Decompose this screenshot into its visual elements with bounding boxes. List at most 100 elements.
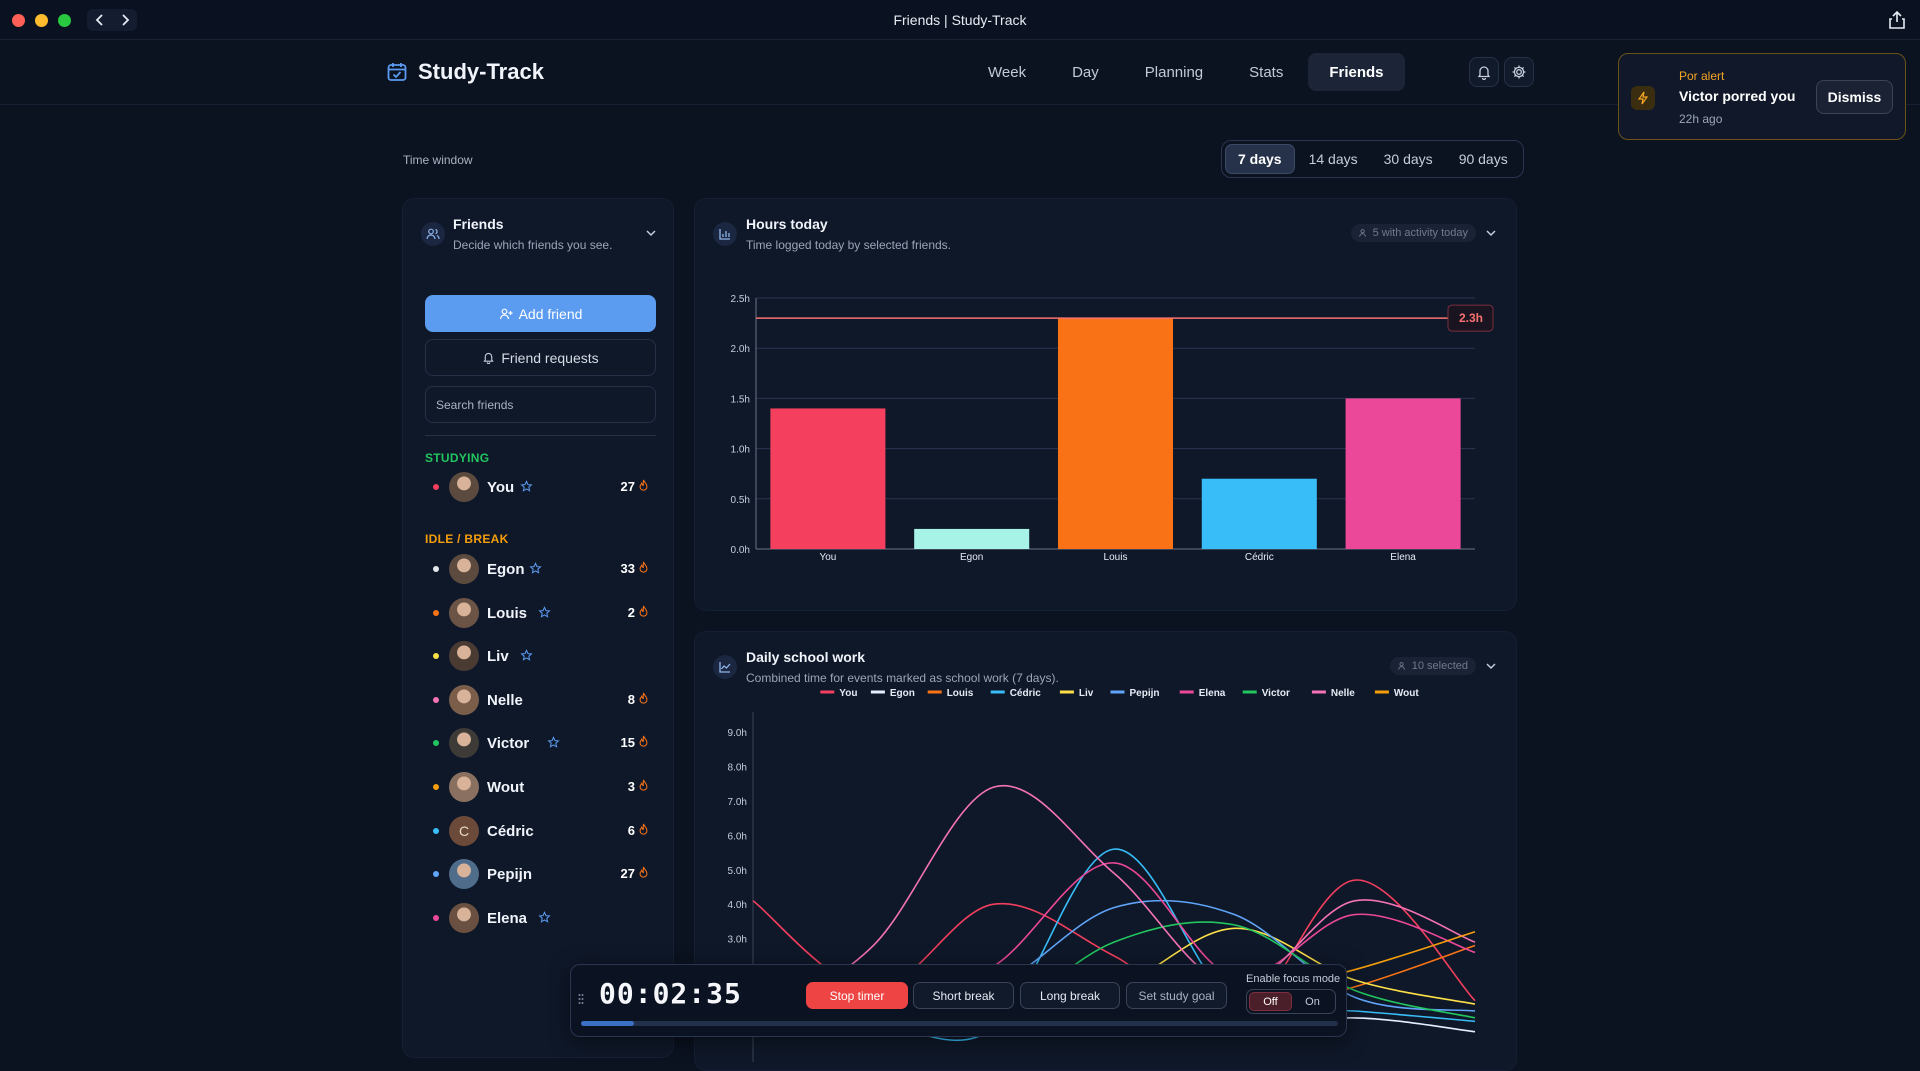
y-tick-label: 2.0h xyxy=(731,344,750,355)
studying-section-label: STUDYING xyxy=(425,451,490,465)
tab-day[interactable]: Day xyxy=(1072,63,1099,81)
time-window-7-days[interactable]: 7 days xyxy=(1225,144,1295,174)
avatar xyxy=(449,597,479,628)
legend-label[interactable]: Pepijn xyxy=(1130,688,1160,699)
long-break-button[interactable]: Long break xyxy=(1020,982,1120,1009)
tab-week[interactable]: Week xyxy=(988,63,1027,81)
legend-label[interactable]: Liv xyxy=(1079,688,1094,699)
star-icon[interactable] xyxy=(529,562,542,575)
star-icon[interactable] xyxy=(520,649,533,662)
avatar xyxy=(449,859,479,890)
friend-name: Elena xyxy=(487,909,528,927)
time-window-14-days[interactable]: 14 days xyxy=(1308,151,1358,167)
friend-row[interactable]: Egon 33 xyxy=(425,551,656,587)
friend-row[interactable]: Louis 2 xyxy=(425,595,656,631)
y-tick-label: 8.0h xyxy=(728,762,747,773)
legend-label[interactable]: You xyxy=(839,688,857,699)
star-icon[interactable] xyxy=(520,480,533,493)
tab-stats[interactable]: Stats xyxy=(1249,63,1284,81)
friend-row[interactable]: Wout 3 xyxy=(425,769,656,805)
set-study-goal-button[interactable]: Set study goal xyxy=(1126,982,1227,1009)
tab-planning[interactable]: Planning xyxy=(1144,63,1204,81)
chevron-down-icon[interactable] xyxy=(644,226,658,240)
notifications-button[interactable] xyxy=(1469,57,1499,87)
legend-label[interactable]: Egon xyxy=(890,688,915,699)
series-line[interactable] xyxy=(752,784,1476,1026)
window-titlebar: Friends | Study-Track xyxy=(0,0,1920,40)
focus-on-option[interactable]: On xyxy=(1305,995,1320,1008)
users-icon xyxy=(1358,229,1366,237)
friends-panel: Friends Decide which friends you see. Ad… xyxy=(402,198,674,1058)
time-window-90-days[interactable]: 90 days xyxy=(1458,151,1508,167)
chevron-down-icon[interactable] xyxy=(1484,226,1498,240)
brand[interactable]: Study-Track xyxy=(386,59,544,85)
short-break-button[interactable]: Short break xyxy=(913,982,1014,1009)
lightning-icon xyxy=(1631,86,1655,110)
streak-value: 27 xyxy=(620,866,635,882)
legend-label[interactable]: Nelle xyxy=(1331,688,1355,699)
share-icon[interactable] xyxy=(1886,9,1908,31)
time-window-selector: 7 days 14 days 30 days 90 days xyxy=(1221,140,1524,178)
star-icon[interactable] xyxy=(538,910,551,924)
legend-label[interactable]: Cédric xyxy=(1010,688,1042,699)
bar[interactable] xyxy=(1201,478,1317,549)
flame-icon xyxy=(639,735,648,750)
activity-badge[interactable]: 5 with activity today xyxy=(1350,224,1476,242)
close-window-button[interactable] xyxy=(12,14,25,27)
forward-icon[interactable] xyxy=(112,9,137,31)
settings-button[interactable] xyxy=(1504,57,1534,87)
friend-name: Victor xyxy=(487,735,530,753)
legend-label[interactable]: Louis xyxy=(947,688,974,699)
bar[interactable] xyxy=(1345,398,1461,549)
friend-row[interactable]: Victor 15 xyxy=(425,725,656,761)
x-tick-label: You xyxy=(819,552,836,563)
time-window-30-days[interactable]: 30 days xyxy=(1383,151,1433,167)
legend-label[interactable]: Elena xyxy=(1199,688,1226,699)
friend-row[interactable]: C Cédric 6 xyxy=(425,813,656,849)
legend-label[interactable]: Wout xyxy=(1394,688,1419,699)
friend-requests-button[interactable]: Friend requests xyxy=(425,339,656,376)
back-icon[interactable] xyxy=(87,9,112,31)
y-tick-label: 0.0h xyxy=(731,545,750,556)
bar[interactable] xyxy=(914,528,1030,549)
friend-requests-label: Friend requests xyxy=(501,349,599,366)
timer-progress-fill xyxy=(581,1021,634,1026)
focus-off-option[interactable]: Off xyxy=(1249,992,1292,1011)
minimize-window-button[interactable] xyxy=(35,14,48,27)
star-icon[interactable] xyxy=(547,736,560,749)
friend-row[interactable]: Elena xyxy=(425,900,656,936)
status-dot xyxy=(433,784,439,790)
status-dot xyxy=(433,827,439,834)
legend-label[interactable]: Victor xyxy=(1262,688,1290,699)
calendar-icon xyxy=(387,63,407,81)
friend-row[interactable]: You 27 xyxy=(425,469,656,505)
friend-row[interactable]: Nelle 8 xyxy=(425,682,656,718)
line-chart-icon xyxy=(713,655,737,679)
bell-icon xyxy=(483,352,494,364)
stop-timer-button[interactable]: Stop timer xyxy=(806,982,908,1009)
friends-panel-subtitle: Decide which friends you see. xyxy=(453,238,613,252)
y-tick-label: 1.5h xyxy=(731,394,750,405)
friend-name: Nelle xyxy=(487,691,523,709)
bar[interactable] xyxy=(770,408,886,549)
drag-handle-icon[interactable] xyxy=(578,993,584,1005)
maximize-window-button[interactable] xyxy=(58,14,71,27)
dismiss-button[interactable]: Dismiss xyxy=(1816,80,1893,114)
daily-school-work-subtitle: Combined time for events marked as schoo… xyxy=(746,671,1059,685)
friend-name: Wout xyxy=(487,779,525,796)
streak-count: 6 xyxy=(628,823,648,838)
tab-friends[interactable]: Friends xyxy=(1308,53,1405,91)
add-friend-button[interactable]: Add friend xyxy=(425,295,656,332)
bar[interactable] xyxy=(1057,318,1174,549)
search-friends-input[interactable] xyxy=(425,386,656,423)
streak-value: 2 xyxy=(627,604,635,620)
star-icon[interactable] xyxy=(538,605,551,619)
flame-icon xyxy=(639,561,648,576)
friend-row[interactable]: Pepijn 27 xyxy=(425,856,656,892)
friend-name: Liv xyxy=(487,648,509,666)
streak-value: 15 xyxy=(620,735,635,751)
selected-badge[interactable]: 10 selected xyxy=(1389,657,1476,675)
friend-row[interactable]: Liv xyxy=(425,638,656,674)
y-tick-label: 3.0h xyxy=(728,935,747,946)
chevron-down-icon[interactable] xyxy=(1484,659,1498,673)
